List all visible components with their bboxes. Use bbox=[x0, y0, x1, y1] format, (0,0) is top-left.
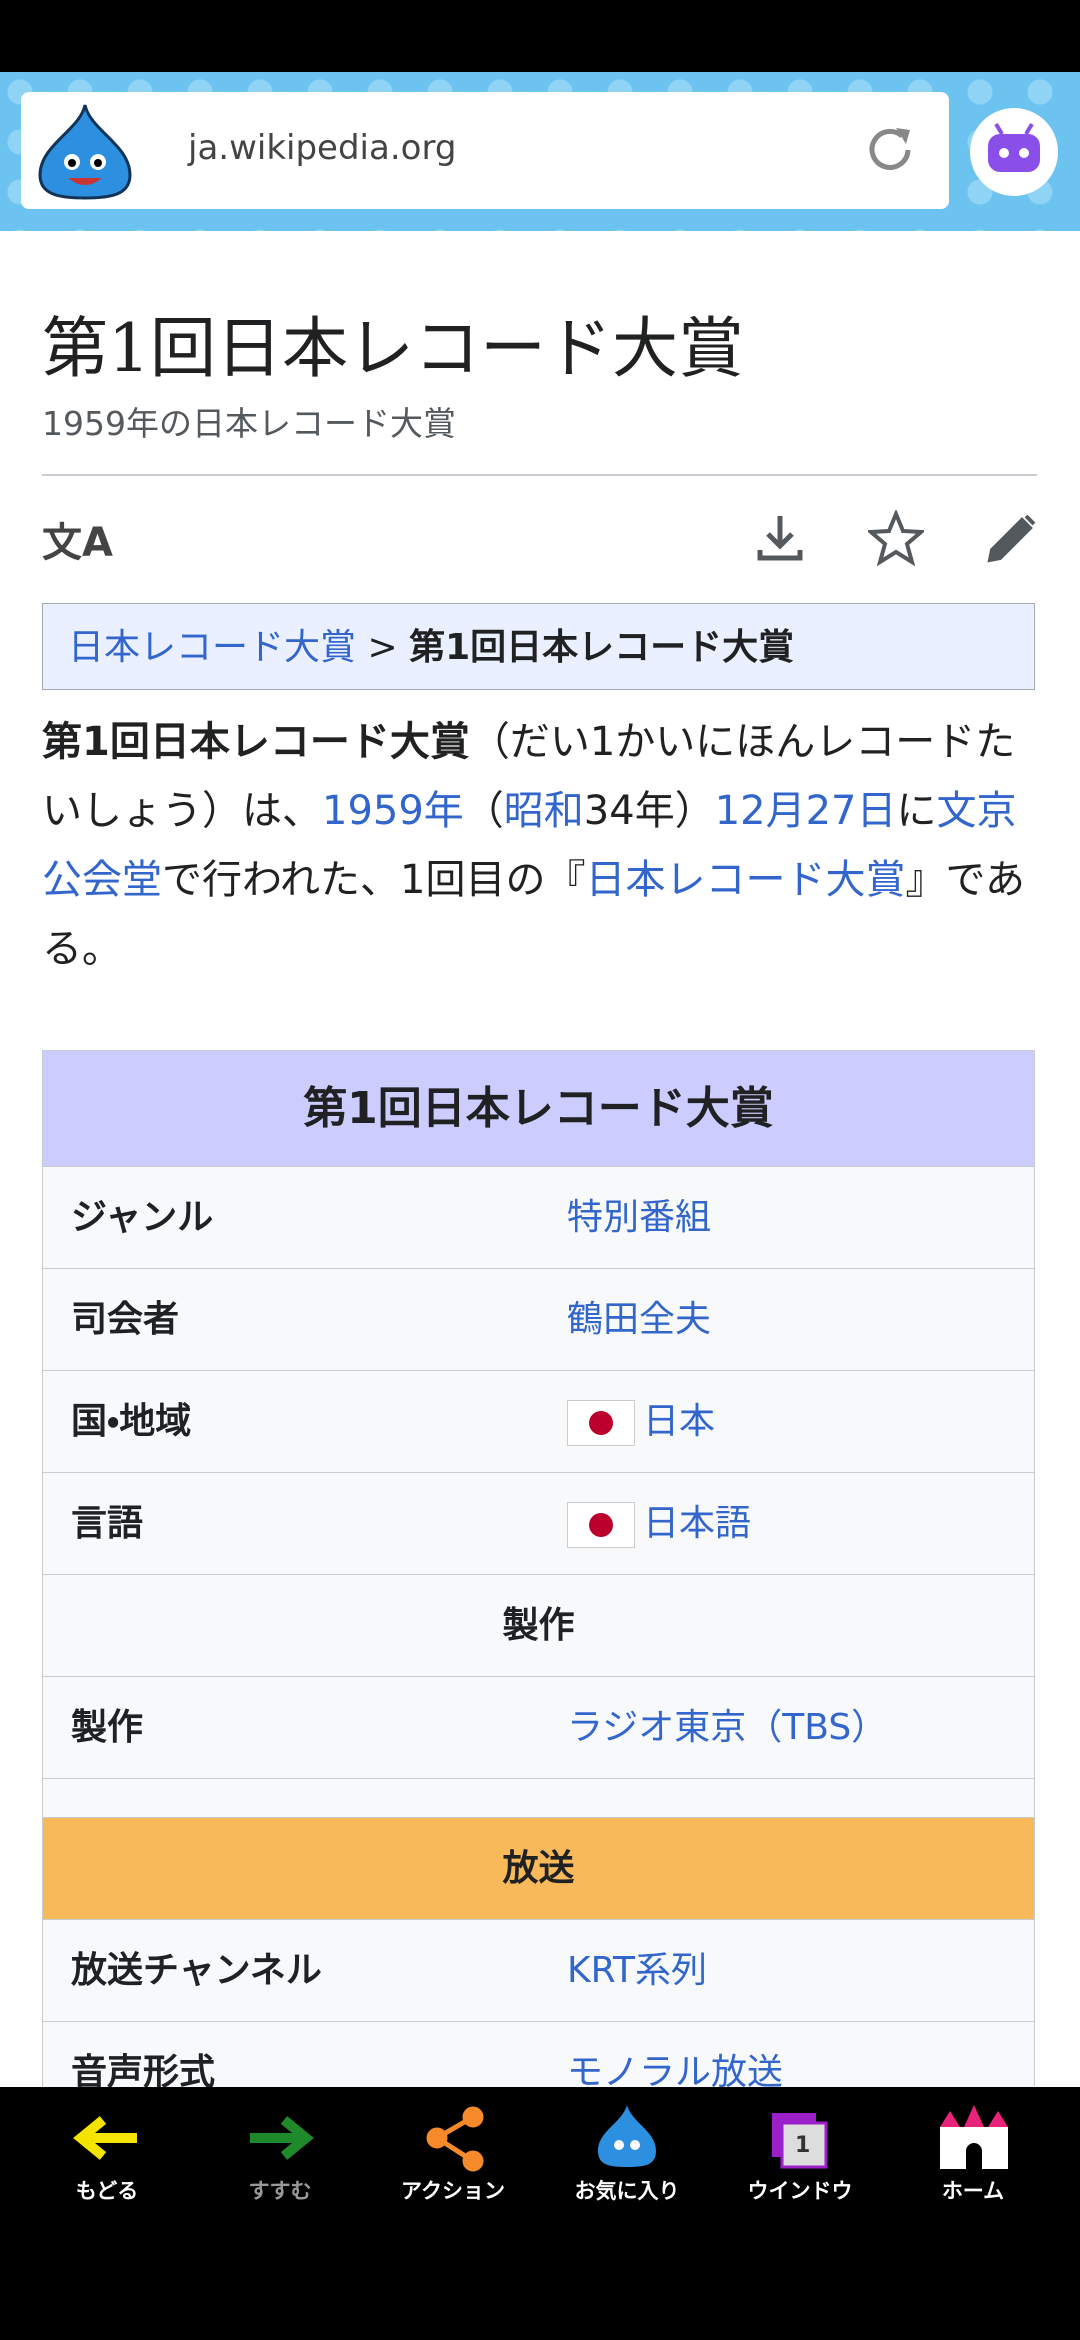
window-count: 1 bbox=[795, 2133, 811, 2158]
row-value[interactable]: 特別番組 bbox=[567, 1167, 711, 1268]
link[interactable]: 昭和 bbox=[503, 788, 584, 834]
infobox-row: 言語 日本語 bbox=[43, 1472, 1034, 1574]
url-box[interactable] bbox=[21, 92, 949, 209]
row-value[interactable]: 日本語 bbox=[567, 1473, 751, 1574]
row-label: 言語 bbox=[71, 1503, 144, 1544]
infobox-row: ジャンル 特別番組 bbox=[43, 1166, 1034, 1268]
breadcrumb-separator: > bbox=[367, 627, 398, 668]
language-icon[interactable]: 文A bbox=[42, 520, 113, 566]
text: （ bbox=[463, 788, 504, 834]
row-label: 放送チャンネル bbox=[71, 1950, 322, 1991]
infobox-row: 司会者 鶴田全夫 bbox=[43, 1268, 1034, 1370]
row-value[interactable]: モノラル放送 bbox=[567, 2022, 783, 2123]
edit-icon[interactable] bbox=[984, 510, 1040, 566]
share-icon[interactable] bbox=[426, 2106, 484, 2172]
row-value[interactable]: 日本 bbox=[567, 1371, 715, 1472]
breadcrumb-link[interactable]: 日本レコード大賞 bbox=[68, 627, 357, 668]
value-text[interactable]: モノラル放送 bbox=[567, 2052, 784, 2093]
infobox-row: 音声形式 モノラル放送 bbox=[43, 2021, 1034, 2123]
home-icon[interactable] bbox=[940, 2105, 1008, 2169]
value-text[interactable]: 特別番組 bbox=[567, 1197, 712, 1238]
value-text[interactable]: 日本語 bbox=[643, 1503, 752, 1544]
row-label: 司会者 bbox=[71, 1299, 180, 1340]
bottom-nav bbox=[0, 2087, 1080, 2340]
back-icon[interactable] bbox=[73, 2116, 137, 2160]
text: 』である。 bbox=[42, 857, 1026, 972]
text: 第1回日本レコード大賞 bbox=[42, 719, 470, 765]
nav-label[interactable]: お気に入り bbox=[574, 2179, 680, 2203]
url-text[interactable]: ja.wikipedia.org bbox=[188, 128, 457, 168]
nav-label[interactable]: ウインドウ bbox=[747, 2179, 853, 2203]
divider bbox=[42, 474, 1037, 476]
status-bar bbox=[0, 0, 1080, 72]
value-text[interactable]: 鶴田全夫 bbox=[567, 1299, 712, 1340]
nav-label[interactable]: もどる bbox=[75, 2179, 139, 2203]
flag bbox=[567, 1502, 635, 1548]
text: 34年） bbox=[583, 788, 715, 834]
infobox-title: 第1回日本レコード大賞 bbox=[43, 1051, 1034, 1166]
row-label: 製作 bbox=[71, 1707, 144, 1748]
value-text[interactable]: 日本 bbox=[643, 1401, 716, 1442]
section-header: 製作 bbox=[43, 1574, 1034, 1676]
text: で行われた、1回目の『 bbox=[162, 857, 586, 903]
text: に bbox=[896, 788, 937, 834]
link[interactable]: 文京公会堂 bbox=[42, 788, 1017, 903]
section-header: 放送 bbox=[43, 1817, 1034, 1919]
tv-icon[interactable] bbox=[968, 106, 1060, 198]
nav-label[interactable]: アクション bbox=[401, 2179, 505, 2203]
breadcrumb: 日本レコード大賞 > 第1回日本レコード大賞 bbox=[42, 603, 1035, 690]
value-text[interactable]: ラジオ東京（TBS） bbox=[567, 1707, 888, 1748]
spacer bbox=[43, 1778, 1034, 1817]
row-label: 音声形式 bbox=[71, 2052, 216, 2093]
nav-label[interactable]: すすむ bbox=[248, 2179, 312, 2203]
download-icon[interactable] bbox=[752, 510, 808, 566]
row-value[interactable]: KRT系列 bbox=[567, 1920, 707, 2021]
infobox: 第1回日本レコード大賞 ジャンル 特別番組司会者 鶴田全夫国・地域 日本言語 日本語 製… bbox=[42, 1050, 1035, 2124]
infobox-row: 製作 ラジオ東京（TBS） bbox=[43, 1676, 1034, 1778]
row-value[interactable]: ラジオ東京（TBS） bbox=[567, 1677, 887, 1778]
star-icon[interactable] bbox=[868, 510, 924, 566]
nav-label[interactable]: ホーム bbox=[941, 2179, 1005, 2203]
reload-icon[interactable] bbox=[862, 122, 918, 178]
row-value[interactable]: 鶴田全夫 bbox=[567, 1269, 711, 1370]
value-text[interactable]: KRT系列 bbox=[567, 1950, 707, 1991]
nav-icons bbox=[73, 2105, 1008, 2172]
page-title: 第1回日本レコード大賞 bbox=[42, 310, 744, 387]
text: （だい1かいにほんレコードたいしょう）は、 bbox=[42, 719, 1016, 834]
intro-paragraph: 第1回日本レコード大賞（だい1かいにほんレコードたいしょう）は、1959年（昭和… bbox=[42, 708, 1037, 984]
breadcrumb-current: 第1回日本レコード大賞 bbox=[409, 627, 795, 668]
infobox-row: 放送チャンネル KRT系列 bbox=[43, 1919, 1034, 2021]
infobox-row: 国・地域 日本 bbox=[43, 1370, 1034, 1472]
slime-fav-icon[interactable] bbox=[598, 2105, 656, 2167]
row-label: 国・地域 bbox=[71, 1401, 192, 1442]
forward-icon[interactable] bbox=[250, 2116, 314, 2160]
flag bbox=[567, 1400, 635, 1446]
link[interactable]: 1959年 bbox=[322, 788, 464, 834]
window-icon[interactable] bbox=[772, 2113, 828, 2169]
link[interactable]: 日本レコード大賞 bbox=[585, 857, 906, 903]
link[interactable]: 12月27日 bbox=[714, 788, 897, 834]
row-label: ジャンル bbox=[71, 1197, 214, 1238]
page-subtitle: 1959年の日本レコード大賞 bbox=[42, 404, 456, 443]
slime-icon[interactable] bbox=[30, 100, 140, 200]
